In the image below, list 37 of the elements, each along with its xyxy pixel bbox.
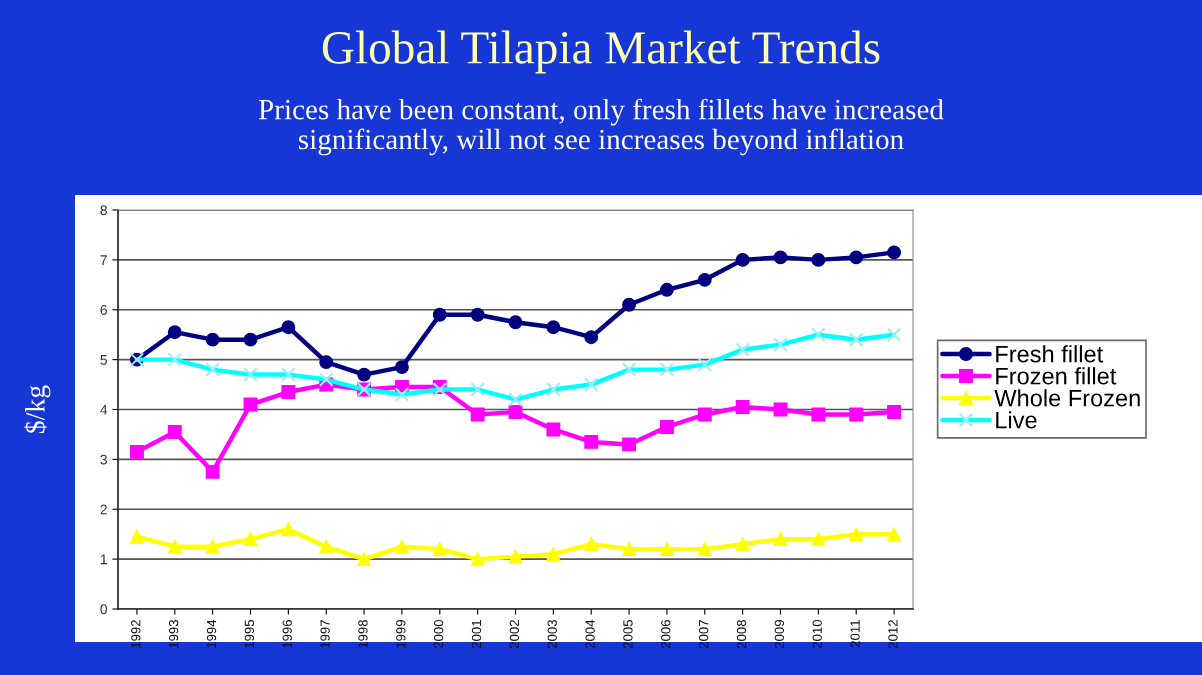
y-tick-label: 7 — [100, 255, 107, 265]
x-tick-label: 1994 — [206, 619, 217, 648]
y-tick-label: 2 — [100, 504, 107, 515]
legend-label: Live — [996, 411, 1037, 429]
x-tick-label: 2004 — [585, 619, 595, 649]
y-tick-label: 0 — [100, 604, 108, 615]
y-tick-label: 8 — [100, 205, 107, 216]
x-tick-label: 2005 — [623, 619, 633, 649]
x-tick-label: 1992 — [131, 620, 141, 648]
x-tick-label: 2007 — [698, 620, 709, 649]
x-tick-label: 1995 — [244, 619, 255, 648]
y-tick-label: 5 — [100, 355, 107, 365]
x-tick-label: 2002 — [509, 620, 520, 649]
x-tick-label: 2006 — [661, 619, 671, 649]
legend-label: Fresh fillet — [996, 345, 1104, 363]
x-tick-label: 2012 — [888, 620, 898, 649]
legend-label: Whole Frozen — [994, 389, 1140, 407]
x-tick-label: 1996 — [282, 619, 292, 648]
x-tick-label: 2001 — [471, 620, 482, 649]
y-tick-label: 1 — [100, 554, 107, 565]
y-tick-label: 4 — [100, 404, 108, 415]
chart-title: Global Tilapia Market Trends — [322, 30, 880, 74]
legend-label: Frozen fillet — [996, 367, 1117, 385]
x-tick-label: 1997 — [320, 620, 330, 648]
y-tick-label: 6 — [100, 305, 107, 315]
x-tick-label: 2003 — [547, 619, 557, 649]
x-tick-label: 1993 — [168, 619, 179, 648]
y-axis-title: $/kg — [24, 385, 51, 433]
x-tick-label: 1999 — [396, 620, 406, 648]
x-tick-label: 2010 — [812, 619, 822, 649]
x-tick-label: 2011 — [850, 620, 860, 648]
x-tick-label: 2000 — [433, 619, 444, 649]
x-tick-label: 2009 — [774, 620, 785, 649]
chart-subtitle: Prices have been constant, only fresh fillets have increased significantly, will not see increases beyond inflation — [258, 98, 944, 156]
x-tick-label: 2008 — [736, 619, 747, 649]
y-tick-label: 3 — [100, 454, 107, 465]
x-tick-label: 1998 — [358, 619, 368, 648]
